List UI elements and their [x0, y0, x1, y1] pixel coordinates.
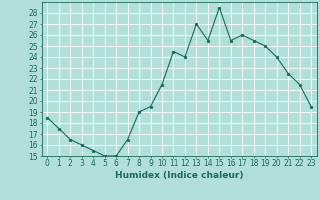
- X-axis label: Humidex (Indice chaleur): Humidex (Indice chaleur): [115, 171, 244, 180]
